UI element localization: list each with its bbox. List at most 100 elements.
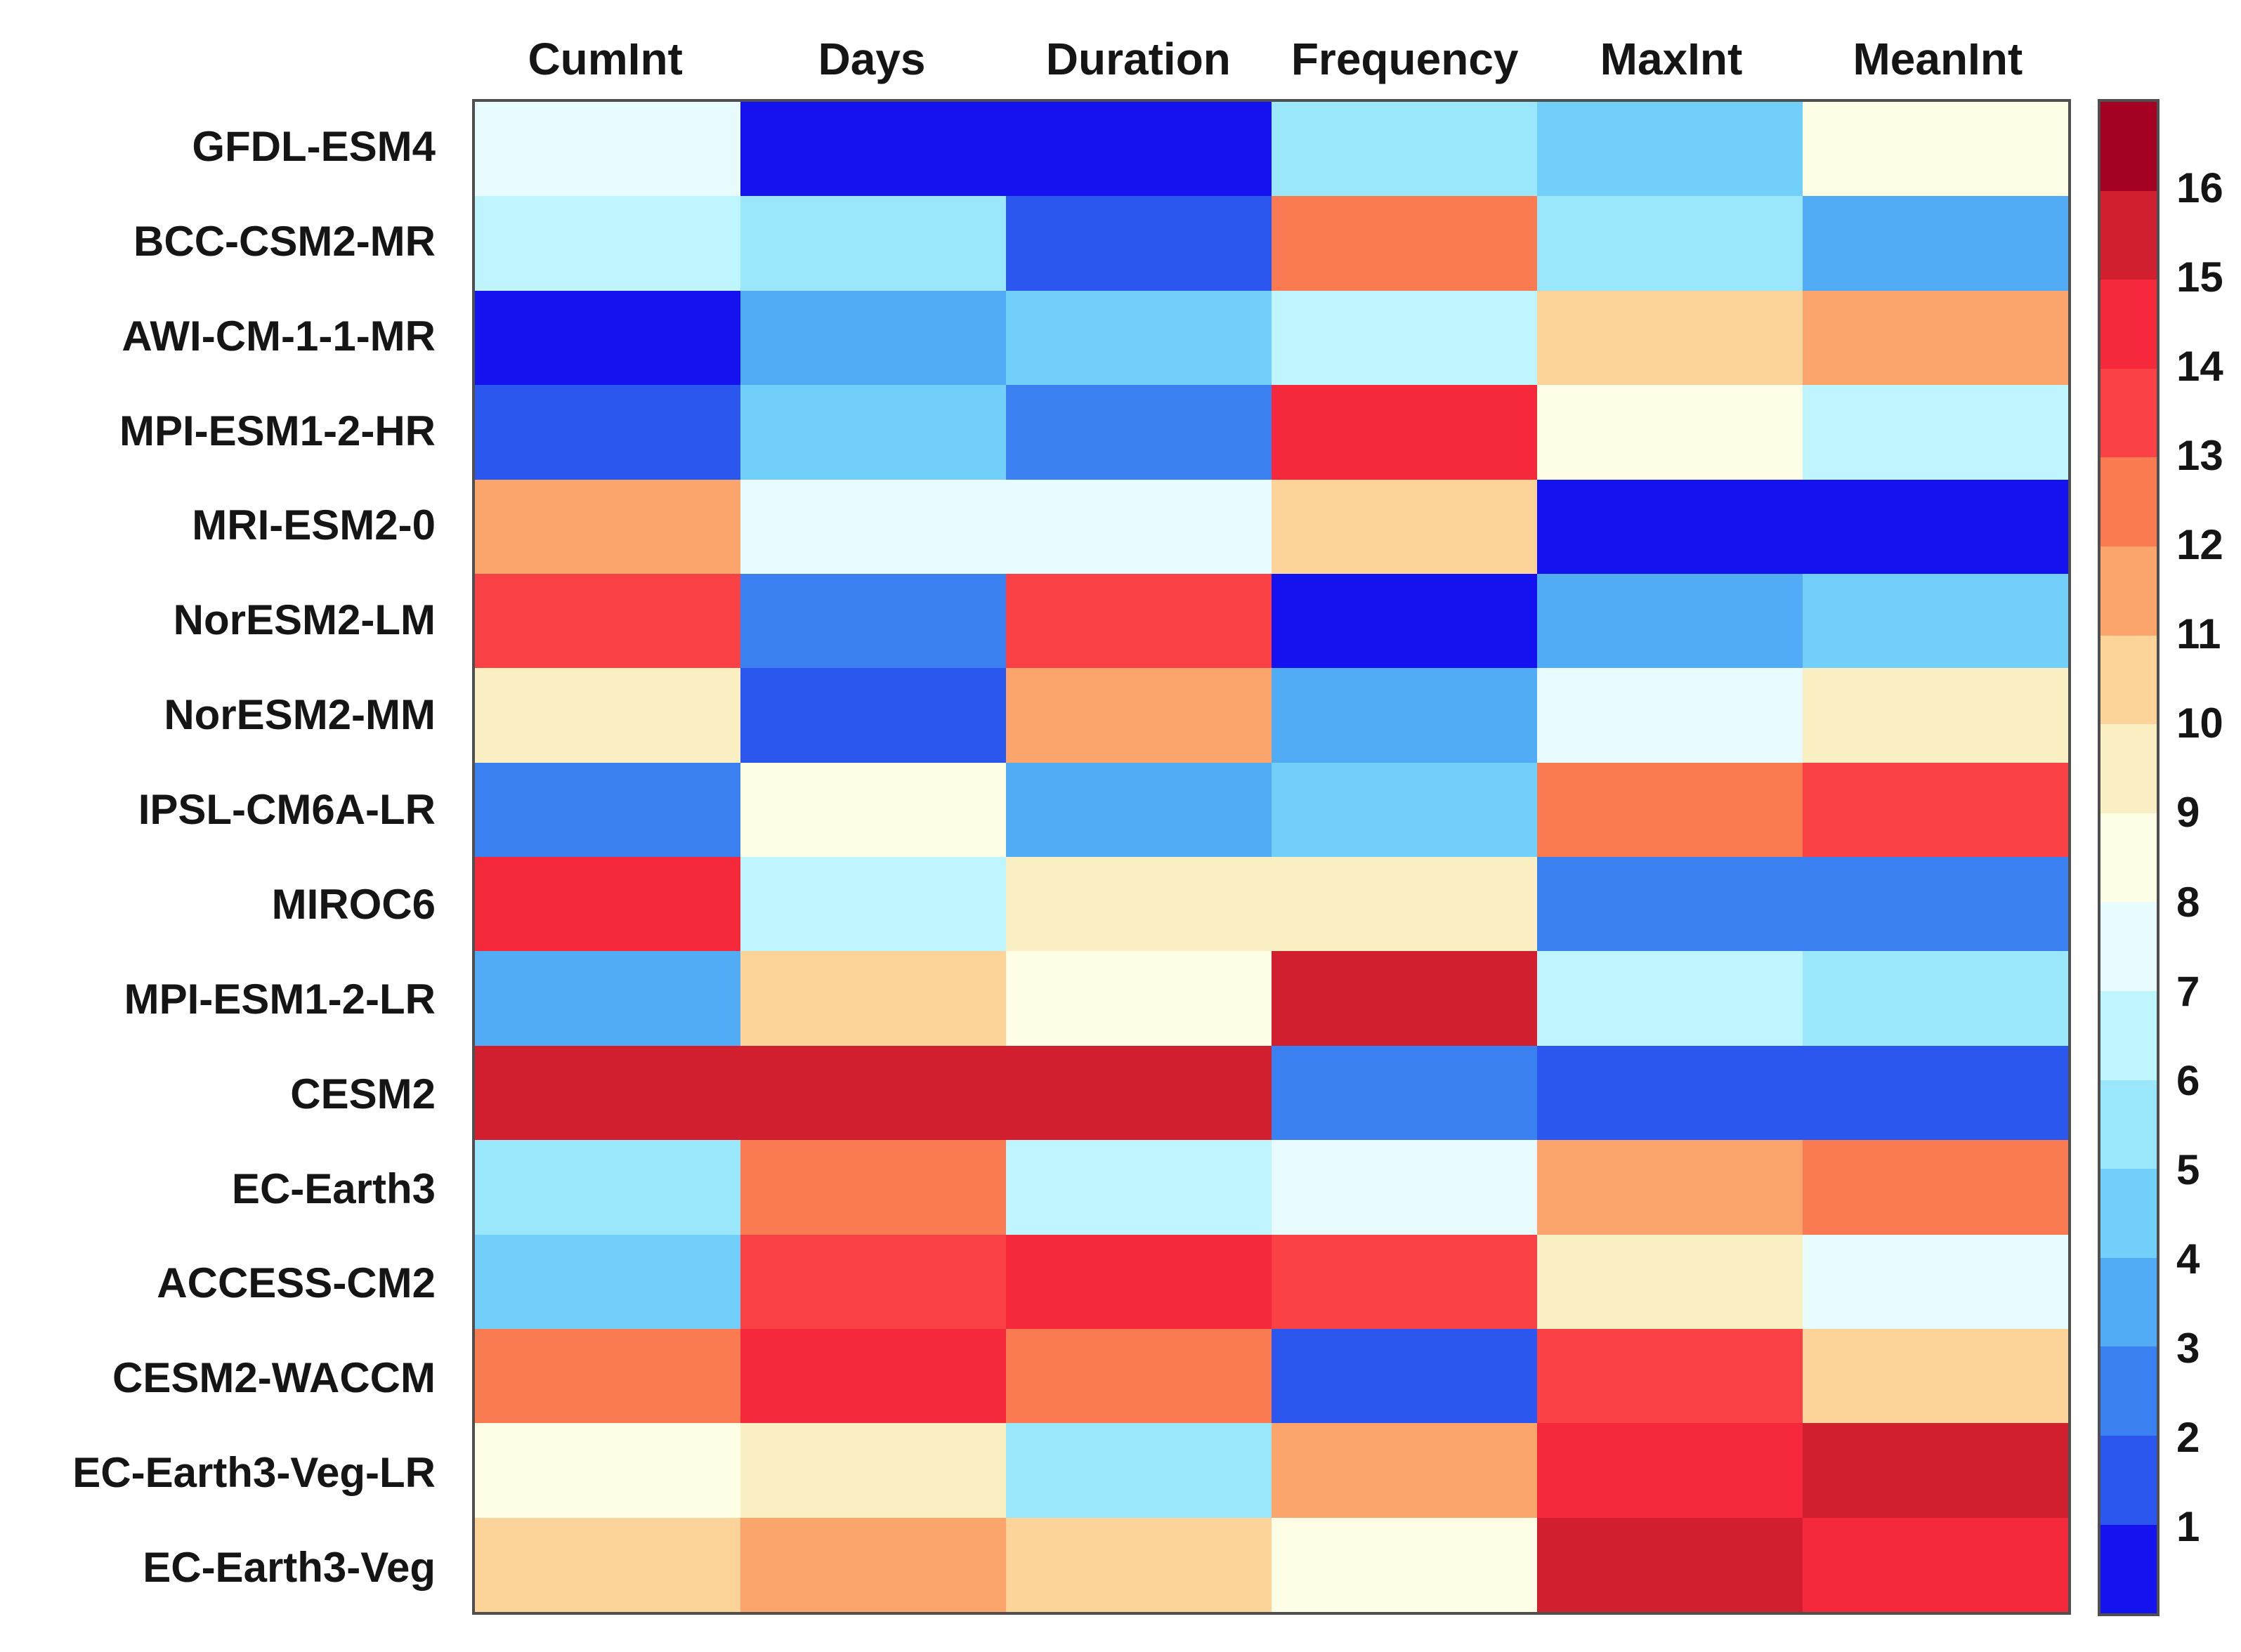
heatmap-cell (1006, 762, 1272, 857)
heatmap-cell (1537, 290, 1803, 386)
colorbar-band (2100, 102, 2157, 191)
heatmap-cell (740, 1140, 1006, 1235)
heatmap-cell (1272, 951, 1537, 1046)
heatmap-cell (1006, 1423, 1272, 1518)
heatmap-cell (1803, 1140, 2068, 1235)
colorbar-band (2100, 1346, 2157, 1436)
heatmap-cell (740, 479, 1006, 574)
heatmap-cell (475, 668, 740, 763)
heatmap-cell (475, 1234, 740, 1329)
heatmap-cell (1537, 951, 1803, 1046)
heatmap-cell (1803, 573, 2068, 669)
row-label: BCC-CSM2-MR (133, 217, 436, 265)
colorbar-tick-label: 3 (2176, 1324, 2200, 1372)
colorbar-band (2100, 1435, 2157, 1525)
heatmap-cell (1272, 479, 1537, 574)
heatmap-cell (475, 857, 740, 952)
colorbar-tick-label: 11 (2176, 610, 2221, 658)
colorbar-tick-label: 12 (2176, 521, 2223, 569)
row-labels: GFDL-ESM4 BCC-CSM2-MR AWI-CM-1-1-MR MPI-ESM… (0, 99, 454, 1615)
row-label: CESM2-WACCM (112, 1354, 436, 1402)
row-label: AWI-CM-1-1-MR (122, 312, 436, 360)
column-headers: CumInt Days Duration Frequency MaxInt MeanInt (472, 27, 2071, 91)
heatmap-cell (1006, 857, 1272, 952)
row-label: ACCESS-CM2 (157, 1259, 436, 1307)
heatmap-cell (1537, 1517, 1803, 1612)
heatmap-cell (1537, 668, 1803, 763)
heatmap-grid (472, 99, 2071, 1615)
heatmap-cell (1537, 385, 1803, 480)
column-header-days: Days (818, 34, 926, 84)
heatmap-cell (1803, 1423, 2068, 1518)
colorbar-band (2100, 635, 2157, 725)
colorbar-band (2100, 1080, 2157, 1169)
colorbar-band (2100, 368, 2157, 458)
colorbar-band (2100, 813, 2157, 903)
row-label: MPI-ESM1-2-LR (124, 975, 436, 1023)
heatmap-cell (1803, 1234, 2068, 1329)
colorbar-band (2100, 902, 2157, 991)
heatmap-cell (1272, 857, 1537, 952)
heatmap-cell (1272, 290, 1537, 386)
row-label: NorESM2-LM (173, 596, 436, 644)
colorbar-tick-labels: 1 2 3 4 5 6 7 8 9 10 11 12 13 14 15 16 (2176, 99, 2241, 1616)
row-label: MIROC6 (271, 880, 436, 928)
heatmap-cell (740, 102, 1006, 197)
heatmap-cell (1006, 951, 1272, 1046)
heatmap-cell (1006, 290, 1272, 386)
heatmap-cell (1272, 573, 1537, 669)
heatmap-cell (1803, 1517, 2068, 1612)
heatmap-cell (1272, 1423, 1537, 1518)
row-label: IPSL-CM6A-LR (138, 786, 436, 834)
heatmap-cell (1803, 857, 2068, 952)
heatmap-cell (475, 102, 740, 197)
heatmap-cell (1803, 762, 2068, 857)
heatmap-cell (1006, 668, 1272, 763)
heatmap-cell (740, 668, 1006, 763)
heatmap-cell (1803, 385, 2068, 480)
colorbar-band (2100, 1524, 2157, 1614)
heatmap-cell (1537, 1140, 1803, 1235)
heatmap-cell (1537, 857, 1803, 952)
heatmap-cell (740, 1517, 1006, 1612)
colorbar-tick-label: 5 (2176, 1146, 2200, 1193)
row-label: MRI-ESM2-0 (192, 501, 436, 549)
heatmap-cell (1006, 385, 1272, 480)
row-label: EC-Earth3-Veg-LR (72, 1449, 436, 1497)
heatmap-cell (475, 1517, 740, 1612)
heatmap-cell (1272, 1140, 1537, 1235)
heatmap-cell (1537, 1234, 1803, 1329)
heatmap-cell (475, 1045, 740, 1141)
heatmap-cell (1803, 951, 2068, 1046)
heatmap-cell (1537, 102, 1803, 197)
row-label: EC-Earth3 (231, 1165, 436, 1212)
colorbar-tick-label: 9 (2176, 789, 2200, 837)
heatmap-cell (740, 951, 1006, 1046)
heatmap-cell (1803, 1045, 2068, 1141)
colorbar-tick-label: 10 (2176, 700, 2223, 747)
colorbar-tick-label: 1 (2176, 1502, 2200, 1550)
colorbar-tick-label: 16 (2176, 164, 2223, 212)
heatmap-cell (475, 1423, 740, 1518)
row-label: NorESM2-MM (164, 691, 436, 739)
heatmap-cell (740, 196, 1006, 291)
column-header-frequency: Frequency (1291, 34, 1519, 84)
row-label: CESM2 (290, 1070, 436, 1117)
heatmap-cell (1272, 1234, 1537, 1329)
colorbar-tick-label: 2 (2176, 1413, 2200, 1461)
colorbar-band (2100, 280, 2157, 369)
heatmap-cell (740, 385, 1006, 480)
heatmap-cell (475, 1140, 740, 1235)
heatmap-cell (1803, 479, 2068, 574)
colorbar-tick-label: 8 (2176, 878, 2200, 926)
heatmap-cell (475, 196, 740, 291)
colorbar-tick-label: 14 (2176, 343, 2223, 391)
heatmap-cell (1006, 1045, 1272, 1141)
heatmap-cell (1006, 479, 1272, 574)
heatmap-cell (1272, 385, 1537, 480)
heatmap-cell (1006, 1140, 1272, 1235)
heatmap-cell (1272, 762, 1537, 857)
heatmap-cell (475, 762, 740, 857)
heatmap-cell (1006, 102, 1272, 197)
heatmap-cell (1537, 573, 1803, 669)
